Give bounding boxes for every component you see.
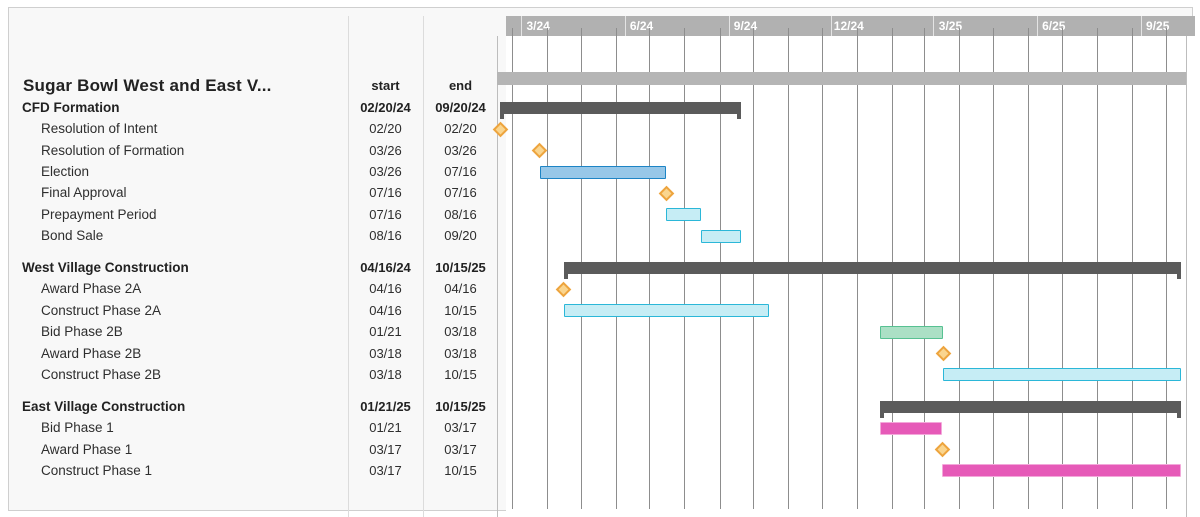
quarter-separator (932, 16, 934, 36)
section-start-date: 01/21/25 (360, 398, 411, 414)
quarter-separator (520, 16, 522, 36)
month-gridline (511, 28, 513, 509)
section-label: CFD Formation (22, 100, 120, 115)
quarter-label: 3/24 (526, 19, 550, 33)
task-end-date: 09/20 (444, 228, 477, 244)
timeline-header-band: 3/24 6/24 9/24 12/24 3/25 6/25 9/25 (506, 16, 1195, 36)
task-start-date: 04/16 (369, 302, 402, 318)
task-label: Prepayment Period (41, 206, 157, 222)
section-start-date: 02/20/24 (360, 100, 411, 115)
widget-frame: 3/24 6/24 9/24 12/24 3/25 6/25 9/25 Sugar Bowl… (8, 7, 1195, 517)
task-end-date: 10/15 (444, 302, 477, 318)
task-start-date: 03/17 (369, 462, 402, 478)
summary-bar[interactable] (563, 262, 1182, 280)
task-bar[interactable] (943, 368, 1182, 382)
task-label: Construct Phase 2A (41, 302, 162, 318)
quarter-label: 6/25 (1042, 19, 1066, 33)
task-end-date: 03/17 (444, 420, 477, 436)
quarter-label: 12/24 (833, 19, 864, 33)
task-end-date: 04/16 (444, 281, 477, 297)
task-label: Award Phase 1 (41, 441, 133, 457)
quarter-separator (1140, 16, 1142, 36)
section-end-date: 09/20/24 (435, 100, 486, 115)
summary-bar[interactable] (879, 400, 1182, 418)
task-start-date: 07/16 (369, 206, 402, 222)
task-label: Bid Phase 2B (41, 324, 123, 340)
task-bar[interactable] (879, 421, 942, 435)
task-start-date: 01/21 (369, 420, 402, 436)
task-start-date: 03/26 (369, 164, 402, 180)
summary-bar-end-cap (500, 114, 505, 119)
section-label: East Village Construction (22, 398, 186, 414)
summary-bar-end-cap (736, 114, 741, 119)
task-label: Final Approval (41, 185, 127, 201)
task-label: Bond Sale (41, 228, 104, 244)
task-start-date: 03/18 (369, 366, 402, 382)
task-start-date: 04/16 (369, 281, 402, 297)
task-label: Construct Phase 1 (41, 462, 153, 478)
quarter-label: 9/24 (733, 19, 758, 33)
summary-bar-end-cap (563, 274, 568, 280)
task-label: Resolution of Intent (41, 121, 158, 137)
task-start-date: 03/17 (369, 441, 402, 457)
task-end-date: 03/26 (444, 142, 477, 158)
task-bar[interactable] (942, 464, 1182, 478)
task-end-date: 02/20 (444, 121, 477, 137)
task-label: Bid Phase 1 (41, 420, 114, 436)
task-start-date: 01/21 (369, 324, 402, 340)
summary-bar-end-cap (1177, 412, 1182, 418)
chart-right-edge (1186, 36, 1187, 517)
task-label: Resolution of Formation (41, 142, 185, 158)
quarter-separator (624, 16, 626, 36)
task-bar[interactable] (539, 165, 667, 179)
end-column-header: end (448, 78, 473, 93)
quarter-label: 3/25 (938, 19, 963, 33)
task-end-date: 03/17 (444, 441, 477, 457)
summary-bar[interactable] (500, 102, 741, 119)
quarter-separator (728, 16, 730, 36)
quarter-separator (1036, 16, 1038, 36)
summary-bar-end-cap (1177, 274, 1182, 280)
chart-left-edge (497, 36, 498, 517)
start-column-header: start (371, 78, 400, 93)
section-end-date: 10/15/25 (435, 398, 486, 414)
quarter-label: 9/25 (1146, 19, 1170, 33)
task-start-date: 07/16 (369, 185, 402, 201)
section-start-date: 04/16/24 (360, 260, 411, 276)
task-bar[interactable] (563, 304, 770, 318)
project-summary-bar[interactable] (497, 71, 1186, 85)
task-end-date: 07/16 (444, 185, 477, 201)
quarter-label: 6/24 (629, 19, 654, 33)
task-bar[interactable] (666, 208, 702, 222)
task-label: Award Phase 2B (41, 345, 142, 361)
task-end-date: 03/18 (444, 345, 477, 361)
task-label: Award Phase 2A (41, 281, 142, 297)
task-end-date: 07/16 (444, 164, 477, 180)
start-column-separator (348, 16, 349, 517)
task-start-date: 08/16 (369, 228, 402, 244)
section-end-date: 10/15/25 (435, 260, 486, 276)
task-end-date: 10/15 (444, 462, 477, 478)
task-end-date: 08/16 (444, 206, 477, 222)
task-start-date: 03/26 (369, 142, 402, 158)
task-start-date: 02/20 (369, 121, 402, 137)
quarter-separator (831, 16, 833, 36)
task-bar[interactable] (879, 325, 944, 339)
task-end-date: 03/18 (444, 324, 477, 340)
task-end-date: 10/15 (444, 366, 477, 382)
section-label: West Village Construction (22, 260, 189, 276)
project-title: Sugar Bowl West and East V... (23, 76, 272, 95)
task-bar[interactable] (701, 229, 741, 243)
task-start-date: 03/18 (369, 345, 402, 361)
summary-bar-end-cap (879, 412, 884, 418)
task-label: Construct Phase 2B (41, 366, 162, 382)
end-column-separator (423, 16, 424, 517)
task-label: Election (41, 164, 90, 180)
month-gridline (546, 28, 548, 509)
